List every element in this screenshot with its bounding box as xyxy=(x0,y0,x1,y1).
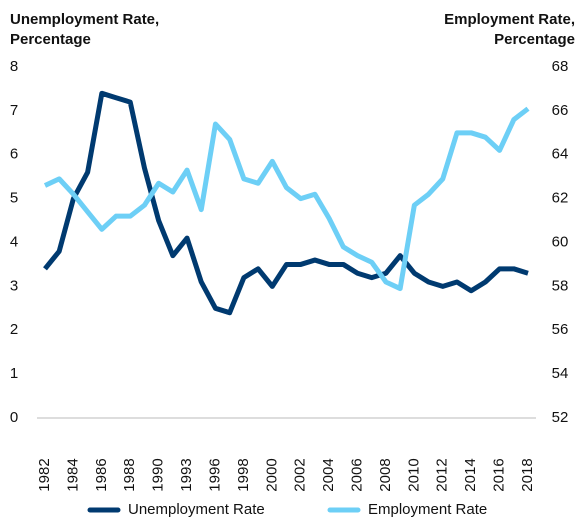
x-tick-label: 1998 xyxy=(235,458,252,491)
x-tick-label: 2002 xyxy=(292,458,309,491)
y2-axis-title: Percentage xyxy=(494,31,575,48)
x-tick-label: 1982 xyxy=(36,458,53,491)
y2-tick-label: 56 xyxy=(552,321,569,338)
x-tick-label: 1996 xyxy=(206,458,223,491)
x-tick-label: 1990 xyxy=(150,458,167,491)
y2-tick-label: 54 xyxy=(552,365,569,382)
data-line xyxy=(43,90,529,316)
y-tick-label: 0 xyxy=(10,409,18,426)
y2-tick-label: 68 xyxy=(552,58,569,75)
x-tick-label: 2018 xyxy=(519,458,536,491)
x-tick-label: 1984 xyxy=(64,458,81,491)
y-tick-label: 6 xyxy=(10,146,18,163)
y-tick-label: 2 xyxy=(10,321,18,338)
y2-tick-label: 52 xyxy=(552,409,569,426)
y2-tick-label: 66 xyxy=(552,102,569,119)
legend-label: Unemployment Rate xyxy=(128,501,265,518)
x-tick-label: 2000 xyxy=(263,458,280,491)
y-tick-label: 4 xyxy=(10,233,18,250)
x-tick-label: 2014 xyxy=(462,458,479,491)
x-tick-label: 2004 xyxy=(320,458,337,491)
x-tick-label: 2016 xyxy=(491,458,508,491)
y2-tick-label: 60 xyxy=(552,233,569,250)
y-tick-label: 3 xyxy=(10,277,18,294)
y-axis-title: Percentage xyxy=(10,31,91,48)
x-tick-label: 2008 xyxy=(377,458,394,491)
legend-label: Employment Rate xyxy=(368,501,487,518)
y-tick-label: 8 xyxy=(10,58,18,75)
y2-axis-title: Employment Rate, xyxy=(444,11,575,28)
x-tick-label: 1988 xyxy=(121,458,138,491)
y-tick-label: 7 xyxy=(10,102,18,119)
x-tick-label: 1993 xyxy=(178,458,195,491)
y2-tick-label: 62 xyxy=(552,190,569,207)
data-line xyxy=(43,106,530,292)
x-tick-label: 1986 xyxy=(93,458,110,491)
y-tick-label: 1 xyxy=(10,365,18,382)
x-tick-label: 2006 xyxy=(348,458,365,491)
x-tick-label: 2010 xyxy=(405,458,422,491)
y2-tick-label: 64 xyxy=(552,146,569,163)
x-tick-label: 2012 xyxy=(434,458,451,491)
y-axis-title: Unemployment Rate, xyxy=(10,11,159,28)
y2-tick-label: 58 xyxy=(552,277,569,294)
y-tick-label: 5 xyxy=(10,190,18,207)
